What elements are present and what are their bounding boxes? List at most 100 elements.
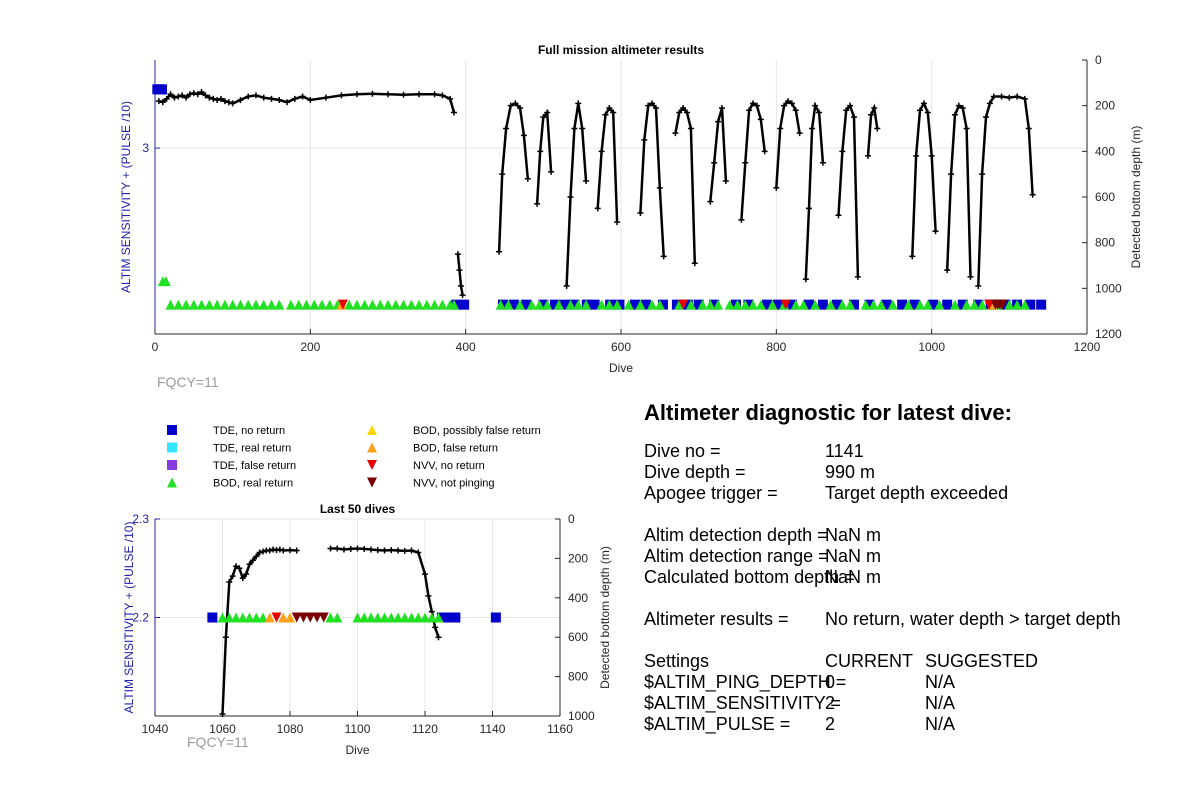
current-header: CURRENT [825, 651, 913, 671]
status-marker [244, 612, 255, 623]
x-tick-label: 1160 [547, 722, 573, 736]
depth-point [594, 205, 601, 212]
status-marker [406, 612, 417, 623]
status-marker [780, 299, 791, 310]
status-marker [560, 299, 571, 310]
left-y-axis-label: ALTIM SENSITIVITY + (PULSE /10) [122, 522, 136, 714]
depth-point [948, 171, 955, 178]
ping-depth-suggested: N/A [925, 672, 956, 692]
depth-point [229, 573, 236, 580]
depth-series-line [674, 105, 697, 264]
depth-point [222, 634, 229, 641]
status-marker [421, 299, 432, 310]
depth-point [598, 148, 605, 155]
depth-point [202, 92, 209, 99]
status-marker [337, 299, 348, 310]
status-marker [674, 299, 685, 310]
depth-point [408, 547, 415, 554]
status-marker [772, 299, 783, 310]
status-marker [243, 299, 254, 310]
status-marker [324, 299, 335, 310]
status-marker [274, 299, 285, 310]
status-marker [881, 299, 892, 310]
status-marker [887, 299, 898, 310]
depth-series-line [596, 105, 619, 223]
status-marker [949, 299, 960, 310]
depth-point [361, 545, 368, 552]
depth-point [843, 107, 850, 114]
depth-point [503, 125, 510, 132]
legend-marker [167, 460, 177, 470]
right-y-tick-label: 400 [568, 591, 588, 605]
depth-series-line [804, 101, 825, 280]
apogee-trigger-label: Apogee trigger = [644, 483, 778, 503]
depth-point [456, 267, 463, 274]
status-marker [629, 299, 640, 310]
status-marker [596, 299, 607, 310]
status-marker [521, 299, 532, 310]
x-tick-label: 1120 [412, 722, 438, 736]
status-marker [449, 299, 460, 310]
depth-series-line [330, 547, 440, 638]
status-marker [351, 299, 362, 310]
depth-point [998, 93, 1005, 100]
depth-point [637, 209, 644, 216]
sensitivity-suggested: N/A [925, 693, 956, 713]
depth-point [656, 184, 663, 191]
status-marker [231, 612, 241, 623]
depth-point [746, 107, 753, 114]
status-marker [383, 299, 393, 310]
depth-point [415, 549, 422, 556]
status-marker [316, 299, 327, 310]
legend-label: NVV, not pinging [413, 478, 495, 490]
depth-point [812, 102, 819, 109]
right-y-tick-label: 600 [568, 630, 588, 644]
status-marker [508, 299, 519, 310]
depth-point [369, 90, 376, 97]
depth-point [854, 273, 861, 280]
status-marker [860, 299, 871, 310]
status-marker [301, 299, 312, 310]
legend-label: NVV, no return [413, 460, 485, 472]
depth-point [571, 125, 578, 132]
depth-point [777, 125, 784, 132]
depth-series-line [565, 103, 588, 287]
status-marker [266, 299, 277, 310]
depth-point [963, 125, 970, 132]
status-marker [181, 299, 192, 310]
status-marker [207, 612, 218, 623]
legend-marker [167, 425, 177, 435]
depth-point [540, 114, 547, 121]
status-marker [251, 612, 262, 623]
status-marker [390, 299, 401, 310]
depth-point [458, 283, 465, 290]
depth-point [260, 94, 267, 101]
depth-point [243, 571, 250, 578]
status-marker [1004, 299, 1015, 310]
right-y-tick-label: 400 [1095, 144, 1115, 158]
status-marker [224, 612, 235, 623]
status-marker [367, 299, 378, 310]
depth-point [517, 104, 524, 111]
depth-point [909, 253, 916, 260]
depth-point [575, 100, 582, 107]
left-y-tick-label: 3 [142, 141, 149, 155]
detection-depth-label: Altim detection depth = [644, 525, 828, 545]
status-marker [414, 299, 425, 310]
depth-point [439, 92, 446, 99]
status-marker [264, 612, 275, 623]
status-marker [426, 612, 437, 623]
detection-range-label: Altim detection range = [644, 546, 829, 566]
depth-series-line [775, 99, 801, 188]
status-marker [219, 299, 230, 310]
status-marker [713, 299, 724, 310]
depth-point [206, 94, 213, 101]
status-marker [534, 299, 545, 310]
status-marker [897, 299, 908, 310]
status-marker [942, 299, 953, 310]
status-marker [864, 299, 875, 310]
status-marker [969, 299, 980, 310]
depth-point [871, 104, 878, 111]
depth-point [388, 547, 395, 554]
status-marker [379, 612, 390, 623]
